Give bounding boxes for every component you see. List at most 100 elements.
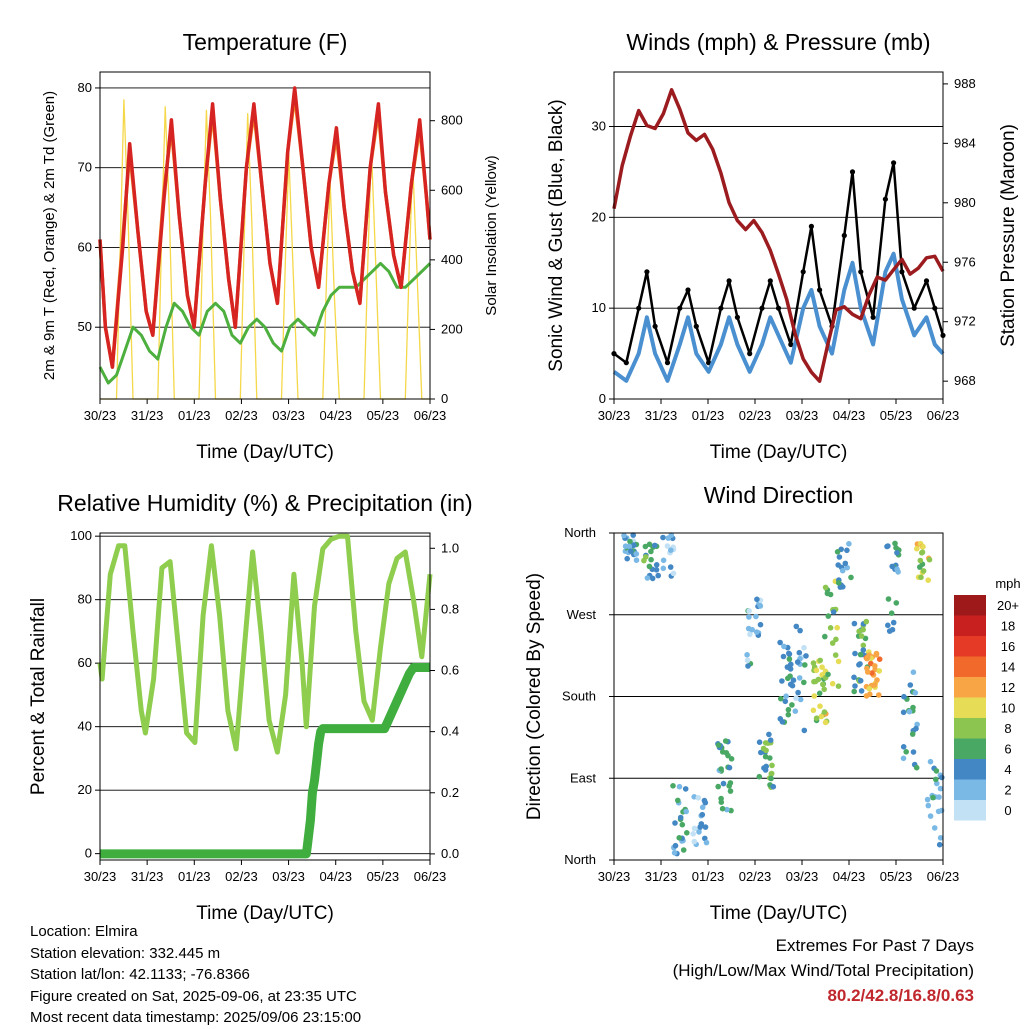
direction-point <box>858 688 865 694</box>
plot-frame <box>99 71 431 400</box>
direction-point <box>672 820 678 826</box>
direction-point <box>630 532 636 538</box>
x-tick-label: 06/23 <box>927 869 960 884</box>
direction-point <box>851 688 857 695</box>
y2-tick-label: 0.0 <box>441 846 459 861</box>
direction-point <box>846 541 852 547</box>
extremes-title: Extremes For Past 7 Days <box>775 936 974 955</box>
direction-point <box>811 678 817 685</box>
direction-point <box>754 596 760 603</box>
extremes-values: 80.2/42.8/16.8/0.63 <box>827 986 974 1005</box>
direction-point <box>778 695 784 702</box>
y-tick-label: 40 <box>78 719 92 734</box>
direction-point <box>810 707 817 714</box>
direction-point <box>914 545 920 552</box>
direction-point <box>641 557 647 564</box>
direction-point <box>856 628 862 635</box>
direction-point <box>852 683 858 689</box>
legend-unit: mph <box>995 576 1020 591</box>
direction-point <box>753 613 759 620</box>
direction-point <box>885 622 891 629</box>
direction-point <box>676 783 683 790</box>
x-tick-label: 06/23 <box>414 408 447 423</box>
y2-tick-label: 0.8 <box>441 601 459 616</box>
direction-point <box>802 662 808 668</box>
direction-point <box>876 668 882 674</box>
direction-point <box>753 629 760 635</box>
y-tick-label: West <box>567 607 597 622</box>
direction-point <box>864 669 871 675</box>
legend-swatch <box>954 697 986 718</box>
chart-title: Wind Direction <box>704 482 854 508</box>
x-tick-label: 30/23 <box>598 408 631 423</box>
station-elevation: Station elevation: 332.445 m <box>30 944 221 962</box>
y2-tick-label: 980 <box>954 195 976 210</box>
y-tick-label: North <box>564 525 596 540</box>
direction-point <box>660 534 666 541</box>
legend-label: 16 <box>1001 639 1015 654</box>
direction-point <box>728 756 735 762</box>
direction-point <box>697 824 703 830</box>
direction-point <box>672 842 679 849</box>
direction-point <box>770 783 777 790</box>
direction-point <box>757 621 764 628</box>
direction-point <box>900 709 907 716</box>
direction-point <box>766 731 772 738</box>
y-tick-label: 20 <box>78 782 92 797</box>
direction-point <box>830 609 837 615</box>
direction-point <box>790 677 797 683</box>
direction-point <box>920 568 927 574</box>
wind-direction-panel: Wind DirectionNorthEastSouthWestNorth30/… <box>524 482 959 924</box>
direction-point <box>813 667 820 674</box>
direction-point <box>856 662 862 668</box>
direction-point <box>749 626 755 633</box>
direction-point <box>867 691 873 697</box>
direction-point <box>842 560 849 567</box>
direction-point <box>725 752 731 759</box>
direction-point <box>801 679 807 686</box>
gust-line <box>613 161 945 364</box>
y2-tick-label: 0.2 <box>441 785 459 800</box>
direction-point <box>653 562 660 568</box>
y2-tick-label: 400 <box>441 252 463 267</box>
temp-2m-line <box>98 86 432 369</box>
y2-tick-label: 600 <box>441 182 463 197</box>
y-tick-label: East <box>570 770 596 785</box>
direction-point <box>746 608 752 614</box>
direction-point <box>863 618 870 625</box>
direction-point <box>829 680 836 687</box>
direction-point <box>910 749 917 755</box>
direction-point <box>885 543 891 549</box>
direction-point <box>825 671 831 678</box>
legend-label: 12 <box>1001 680 1015 695</box>
direction-point <box>779 678 785 684</box>
direction-point <box>852 650 858 657</box>
direction-point <box>836 554 843 560</box>
y-tick-label: 50 <box>78 319 92 334</box>
legend-label: 18 <box>1001 619 1015 634</box>
direction-point <box>918 574 924 581</box>
direction-point <box>900 744 907 750</box>
direction-point <box>768 770 775 777</box>
direction-point <box>727 788 734 794</box>
x-tick-label: 01/23 <box>692 408 725 423</box>
y-tick-label: North <box>564 852 596 867</box>
direction-point <box>668 547 674 553</box>
direction-point <box>768 775 774 782</box>
legend-swatch <box>954 800 986 821</box>
direction-point <box>813 715 820 721</box>
direction-point <box>829 640 836 646</box>
direction-point <box>937 835 944 841</box>
direction-point <box>885 596 892 602</box>
direction-point <box>889 563 895 570</box>
y-tick-label: 100 <box>70 528 92 543</box>
direction-point <box>834 549 841 555</box>
direction-point <box>720 780 727 787</box>
x-tick-label: 01/23 <box>178 408 211 423</box>
direction-point <box>682 786 689 792</box>
direction-point <box>696 829 702 835</box>
direction-point <box>789 702 795 708</box>
direction-point <box>939 774 945 781</box>
direction-point <box>785 711 792 718</box>
